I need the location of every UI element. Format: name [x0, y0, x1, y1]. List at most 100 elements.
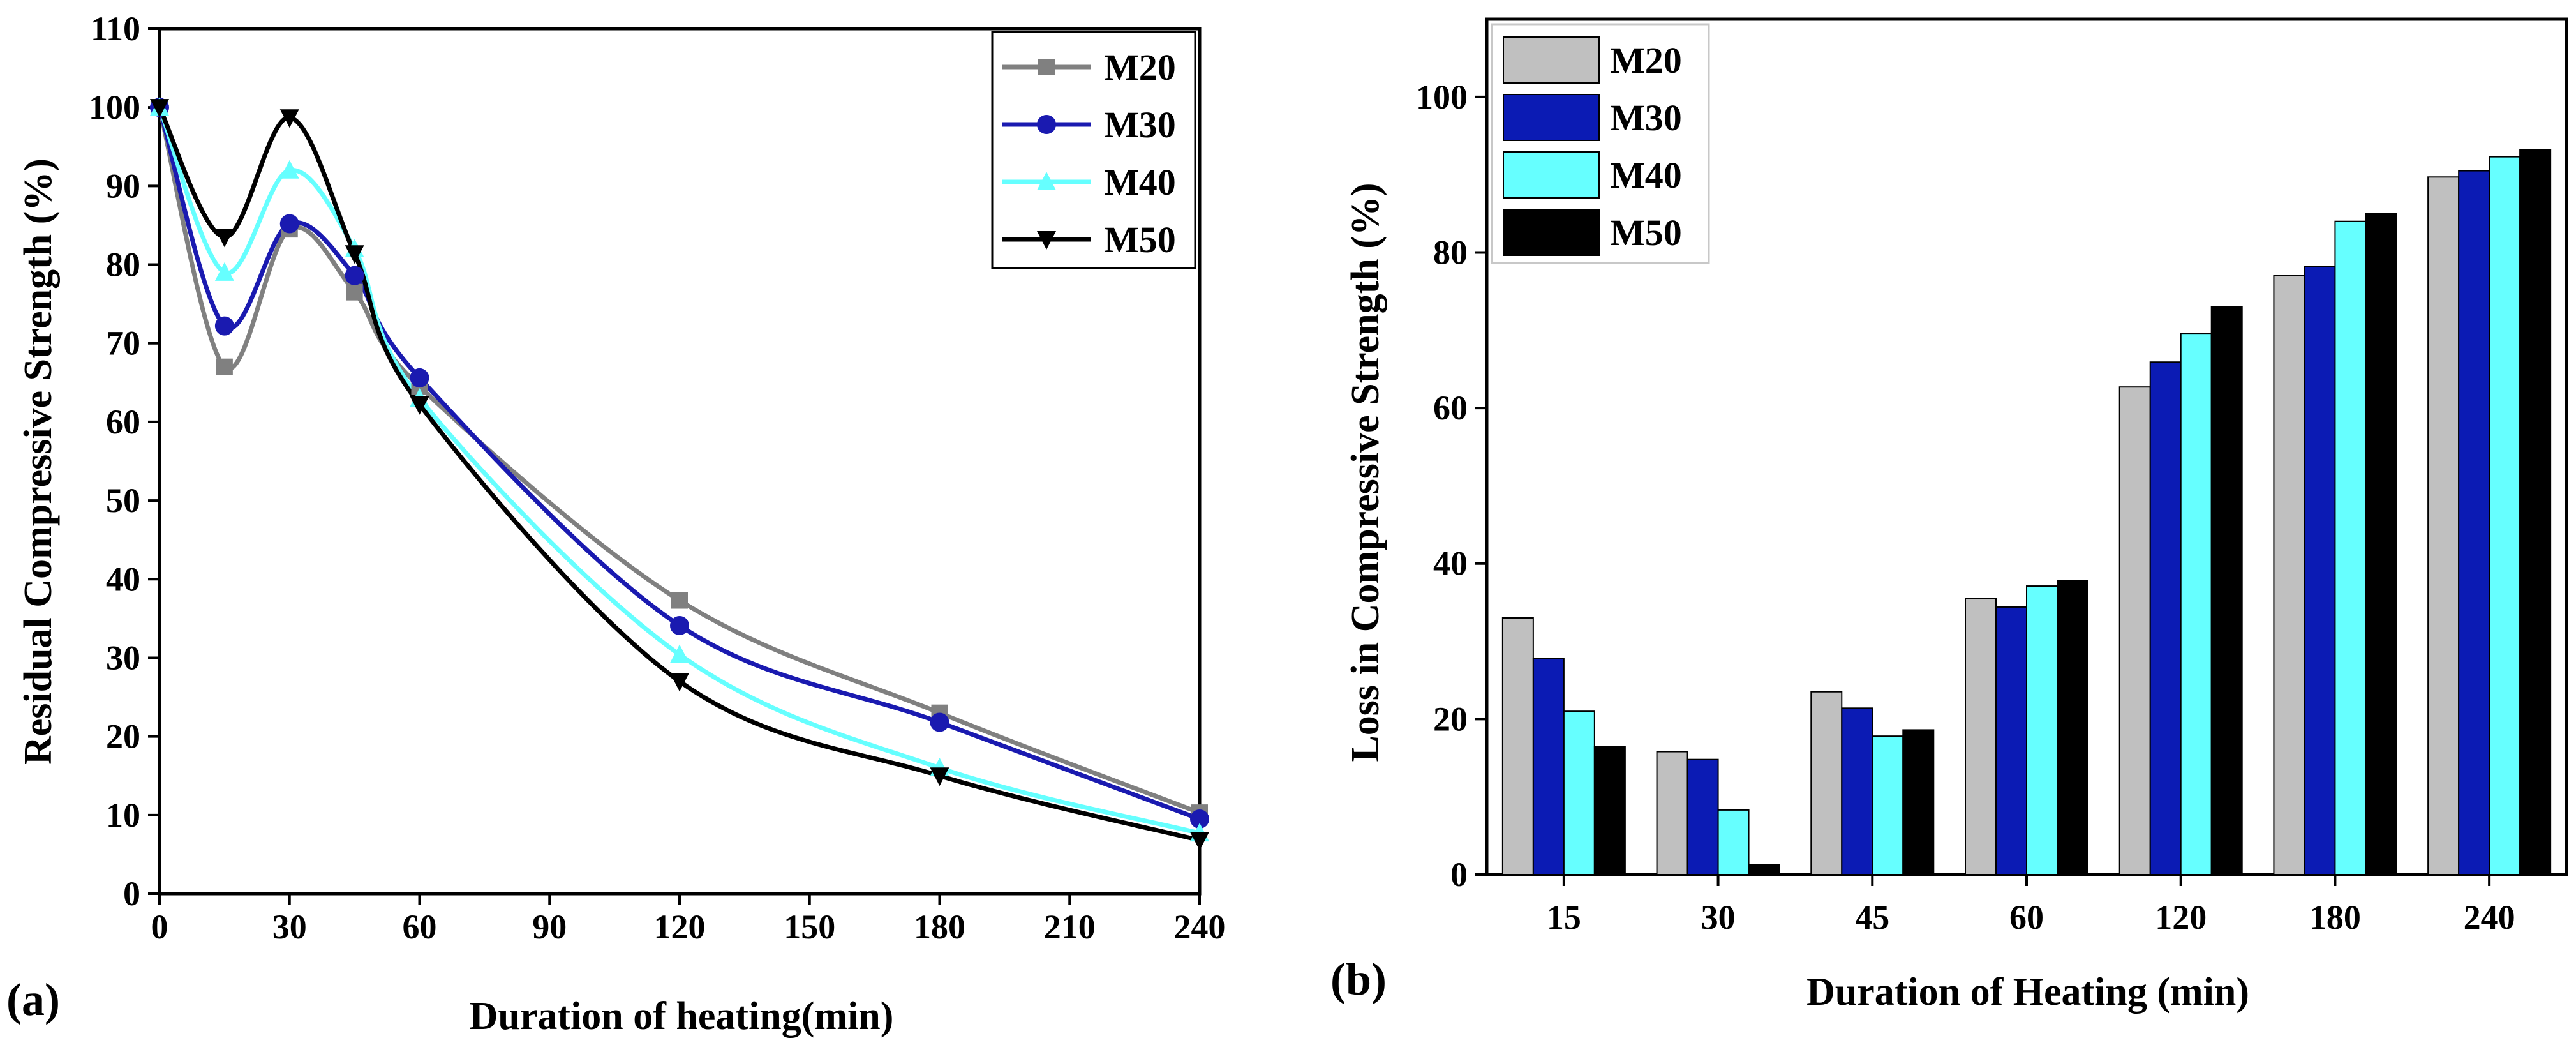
panel-b-y-tick-label: 40 — [1433, 545, 1468, 583]
bar-m20-240 — [2427, 176, 2460, 876]
panel-a-x-tick-label: 240 — [1174, 908, 1226, 946]
bar-m40-60 — [2026, 585, 2058, 876]
panel-a-x-tick-label: 180 — [914, 908, 965, 946]
data-point-m50 — [345, 245, 364, 264]
legend-marker-m50 — [1037, 231, 1056, 250]
panel-b-label: (b) — [1330, 954, 1387, 1005]
legend-label-m30: M30 — [1610, 97, 1682, 139]
bar-m40-45 — [1872, 735, 1904, 876]
legend-swatch-m30 — [1503, 94, 1600, 141]
data-point-m20 — [346, 283, 363, 301]
panel-b-y-tick-label: 0 — [1450, 855, 1468, 894]
panel-b-x-tick-label: 45 — [1855, 898, 1889, 936]
data-point-m50 — [410, 396, 429, 415]
panel-a-x-tick-label: 60 — [403, 908, 437, 946]
data-point-m30 — [670, 615, 689, 635]
bar-m50-240 — [2519, 149, 2552, 875]
panel-a-y-tick-label: 100 — [89, 88, 140, 126]
panel-a-x-tick-label: 120 — [654, 908, 706, 946]
panel-b-x-tick-label: 120 — [2155, 898, 2207, 936]
panel-b-legend: M20 M30 M40 M50 — [1491, 23, 1710, 264]
panel-b-x-axis-title: Duration of Heating (min) — [1806, 970, 2249, 1014]
bar-m20-180 — [2273, 275, 2305, 875]
data-point-m50 — [930, 767, 949, 786]
data-point-m40 — [279, 160, 299, 179]
data-point-m50 — [670, 673, 689, 692]
panel-a-y-tick-label: 20 — [106, 718, 140, 756]
panel-a-y-tick-label: 80 — [106, 246, 140, 284]
bar-m30-60 — [1995, 606, 2027, 875]
panel-a-label: (a) — [6, 974, 60, 1025]
panel-a-x-tick-label: 150 — [784, 908, 835, 946]
data-point-m50 — [279, 109, 299, 128]
bar-m30-240 — [2458, 170, 2490, 876]
panel-a-x-tick-label: 30 — [272, 908, 307, 946]
panel-a-legend-box — [991, 31, 1196, 269]
bar-m20-15 — [1501, 617, 1534, 875]
bar-m50-30 — [1748, 864, 1780, 876]
panel-b-x-tick-label: 180 — [2309, 898, 2361, 936]
panel-b-tick-labels: 0 20 40 60 80 100 15 30 45 60 120 180 240 — [1416, 78, 2515, 936]
panel-b-x-tick-label: 15 — [1547, 898, 1581, 936]
panel-a-y-tick-label: 50 — [106, 481, 140, 520]
panel-b-x-tick-label: 60 — [2009, 898, 2044, 936]
panel-a-y-tick-label: 70 — [106, 324, 140, 363]
data-point-m40 — [214, 262, 234, 281]
legend-marker-m30 — [1037, 115, 1056, 134]
panel-b-x-tick-label: 240 — [2464, 898, 2515, 936]
data-point-m50 — [150, 99, 169, 118]
panel-b-bars — [1501, 149, 2552, 876]
bar-m30-120 — [2149, 361, 2182, 875]
panel-a-tick-labels: 0 30 60 90 120 150 180 210 240 0 10 20 30 40 50 60 70 80 9… — [89, 10, 1226, 946]
legend-label-m30: M30 — [1104, 104, 1176, 146]
bar-m40-30 — [1717, 809, 1750, 875]
bar-m20-30 — [1656, 751, 1688, 875]
bar-m50-60 — [2057, 580, 2088, 875]
data-point-m30 — [930, 712, 949, 732]
legend-label-m20: M20 — [1610, 40, 1682, 81]
bar-m40-15 — [1563, 710, 1595, 875]
bar-m40-120 — [2180, 333, 2212, 875]
legend-label-m50: M50 — [1610, 212, 1682, 253]
bar-m30-180 — [2304, 266, 2336, 875]
legend-label-m50: M50 — [1104, 219, 1176, 260]
legend-label-m40: M40 — [1610, 154, 1682, 196]
bar-m20-60 — [1965, 598, 1997, 876]
legend-marker-m40 — [1037, 172, 1056, 190]
panel-b-y-tick-label: 60 — [1433, 389, 1468, 427]
panel-a-y-axis-title: Residual Compressive Strength (%) — [17, 158, 60, 765]
legend-swatch-m40 — [1503, 151, 1600, 199]
panel-a-legend: M20 M30 M40 M50 — [991, 31, 1196, 269]
panel-a-y-tick-label: 110 — [91, 10, 140, 48]
bar-m50-180 — [2365, 213, 2397, 876]
panel-a-axes — [148, 27, 1202, 905]
bar-m50-45 — [1902, 729, 1935, 876]
legend-marker-m20 — [1038, 59, 1055, 75]
panel-a-y-tick-label: 30 — [106, 638, 140, 677]
bar-m30-30 — [1686, 758, 1719, 876]
data-point-m30 — [345, 266, 364, 285]
data-point-m30 — [410, 368, 429, 387]
panel-b-x-tick-label: 30 — [1701, 898, 1736, 936]
bar-m50-15 — [1593, 746, 1626, 875]
panel-b-y-tick-label: 20 — [1433, 700, 1468, 738]
legend-swatch-m50 — [1503, 209, 1600, 256]
bar-m20-45 — [1810, 691, 1843, 876]
panel-a-x-tick-label: 90 — [532, 908, 567, 946]
data-point-m40 — [670, 644, 689, 663]
bar-m30-45 — [1841, 707, 1873, 875]
panel-a-y-tick-label: 10 — [106, 796, 140, 834]
panel-a-x-axis-title: Duration of heating(min) — [470, 995, 894, 1038]
panel-b-y-axis-title: Loss in Compressive Strength (%) — [1344, 183, 1387, 762]
bar-m20-120 — [2118, 386, 2151, 875]
data-point-m20 — [216, 358, 233, 375]
panel-a-y-tick-label: 90 — [106, 167, 140, 205]
legend-label-m20: M20 — [1104, 47, 1176, 88]
data-point-m50 — [214, 229, 234, 248]
data-point-m50 — [1190, 832, 1209, 851]
panel-a-y-tick-label: 0 — [123, 875, 140, 913]
panel-a-y-tick-label: 40 — [106, 560, 140, 598]
data-point-m20 — [671, 592, 688, 609]
